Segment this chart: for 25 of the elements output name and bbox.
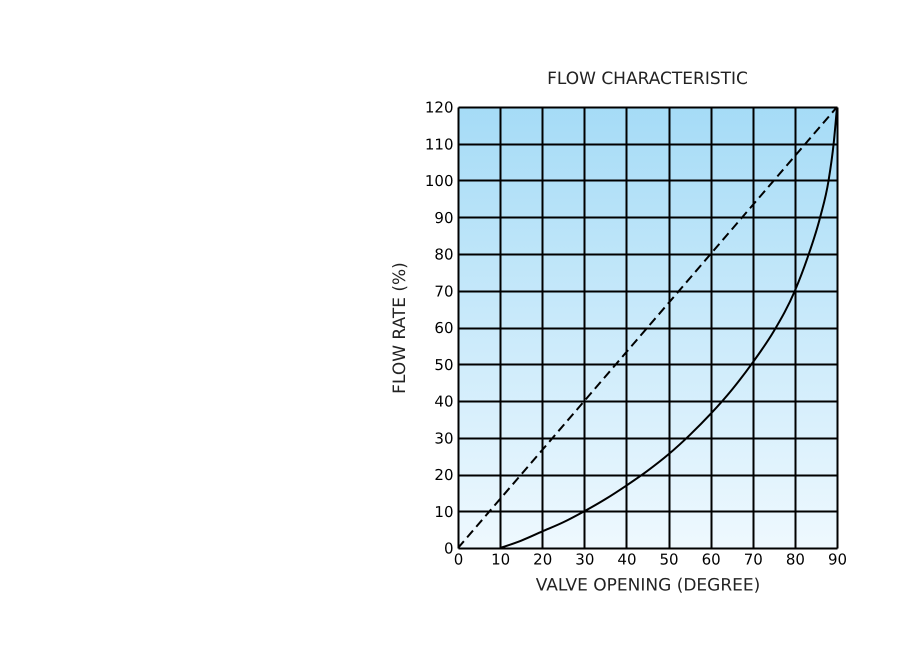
y-tick-label: 60 [434,319,454,337]
y-tick-label: 110 [424,135,454,154]
y-tick-label: 90 [434,208,454,227]
x-tick-label: 40 [617,550,636,568]
x-axis-title: VALVE OPENING (DEGREE) [536,576,760,596]
y-tick-label: 20 [434,466,454,484]
y-tick-label: 40 [434,392,454,410]
y-tick-label: 0 [444,540,454,558]
x-tick-label: 70 [744,550,763,568]
y-tick-label: 100 [424,172,454,190]
y-tick-label: 80 [434,246,454,264]
y-tick-label: 70 [434,282,454,300]
x-tick-label: 80 [786,550,805,568]
x-tick-label: 90 [828,550,848,568]
x-tick-label: 10 [491,550,510,568]
y-axis-title: FLOW RATE (%) [390,262,410,394]
x-tick-label: 60 [702,550,721,568]
x-tick-label: 20 [533,550,552,568]
y-tick-label: 10 [434,502,454,521]
chart-title: FLOW CHARACTERISTIC [547,69,748,89]
x-tick-label: 50 [660,550,679,568]
y-tick-label: 50 [434,356,454,374]
y-tick-label: 120 [424,98,454,116]
x-tick-label: 30 [575,550,594,568]
y-tick-label: 30 [434,429,454,448]
